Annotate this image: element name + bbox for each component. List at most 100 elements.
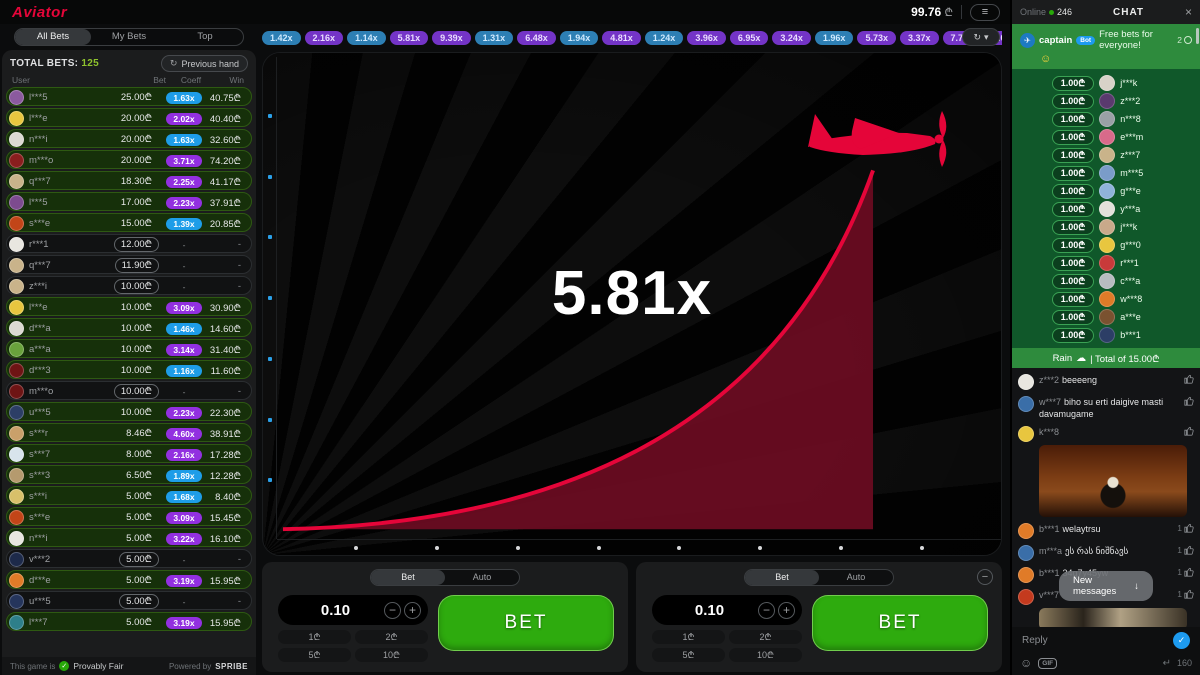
menu-button[interactable]: ≡ — [970, 3, 1000, 21]
row-bet: 10.00₾ — [120, 364, 152, 376]
amount-input[interactable]: 0.10 — [694, 601, 725, 619]
message-text: welaytrsu — [1062, 524, 1101, 535]
like-button[interactable] — [1182, 374, 1194, 384]
previous-hand-button[interactable]: ↻ Previous hand — [160, 55, 248, 72]
history-chip[interactable]: 3.96x — [687, 31, 726, 45]
history-chip[interactable]: 3.37x — [899, 31, 939, 45]
history-chip[interactable]: 6.48x — [517, 31, 556, 45]
row-win: 40.75₾ — [209, 92, 241, 104]
claim-username: m***5 — [1120, 168, 1144, 178]
history-chip[interactable]: 1.42x — [262, 31, 301, 45]
send-check-icon[interactable]: ✓ — [1173, 631, 1190, 649]
like-button[interactable]: 1 — [1177, 567, 1194, 577]
row-bet: 10.00₾ — [113, 383, 159, 399]
quick-amount-button[interactable]: 5₾ — [278, 648, 351, 662]
like-count: 1 — [1177, 523, 1182, 534]
like-count: 1 — [1177, 589, 1182, 600]
row-username: m***o — [29, 385, 54, 397]
like-button[interactable]: 1 — [1177, 589, 1194, 599]
increase-amount-button[interactable]: + — [778, 601, 795, 619]
row-coeff-badge: 1.68x — [166, 491, 202, 503]
row-coeff-badge: 3.09x — [166, 302, 202, 314]
claim-amount: 1.00₾ — [1051, 273, 1095, 289]
spribe-logo[interactable]: SPRIBE — [215, 661, 248, 671]
decrease-amount-button[interactable]: − — [384, 601, 401, 619]
message-image[interactable] — [1039, 445, 1187, 518]
bets-tabs: All Bets My Bets Top — [14, 28, 244, 46]
claim-amount: 1.00₾ — [1051, 165, 1095, 181]
bet-button[interactable]: BET — [438, 595, 614, 651]
table-row: u***5 10.00₾ 2.23x 22.30₾ — [6, 402, 252, 421]
quick-amount-button[interactable]: 2₾ — [355, 630, 428, 644]
message-list: z***2 beeeeng — [1018, 374, 1194, 627]
message-username: b***1 — [1039, 524, 1060, 535]
history-chip[interactable]: 9.39x — [432, 31, 471, 45]
like-button[interactable] — [1182, 396, 1194, 406]
row-coeff-badge: 3.09x — [166, 512, 202, 524]
rain-bar[interactable]: Rain ☁ | Total of 15.00₾ — [1012, 348, 1200, 368]
avatar — [9, 131, 24, 147]
y-axis — [263, 57, 277, 539]
bets-tab[interactable]: All Bets — [15, 29, 91, 45]
bet-mode-tab[interactable]: Bet — [371, 570, 445, 585]
thumbs-up-icon — [1184, 590, 1194, 599]
like-button[interactable]: 1 — [1177, 523, 1194, 533]
history-chip[interactable]: 1.24x — [644, 31, 684, 45]
increase-amount-button[interactable]: + — [404, 601, 421, 619]
avatar — [1099, 147, 1116, 163]
history-chip[interactable]: 1.31x — [474, 31, 514, 45]
bets-tab[interactable]: My Bets — [111, 31, 147, 42]
like-button[interactable]: 1 — [1177, 545, 1194, 555]
bet-button[interactable]: BET — [812, 595, 988, 651]
row-bet: 10.00₾ — [113, 278, 159, 294]
claim-amount: 1.00₾ — [1051, 111, 1095, 127]
avatar — [1018, 374, 1034, 390]
decrease-amount-button[interactable]: − — [758, 601, 775, 619]
close-chat-button[interactable]: × — [1184, 5, 1192, 19]
quick-amount-button[interactable]: 1₾ — [652, 630, 725, 644]
bet-mode-tab[interactable]: Bet — [745, 570, 819, 585]
quick-amount-button[interactable]: 10₾ — [355, 648, 428, 662]
history-chip[interactable]: 4.81x — [602, 31, 641, 45]
history-chip[interactable]: 1.14x — [347, 31, 386, 45]
history-chip[interactable]: 1.96x — [814, 31, 854, 45]
provably-fair-link[interactable]: Provably Fair — [73, 661, 124, 671]
history-chip[interactable]: 5.81x — [389, 31, 429, 45]
history-chip[interactable]: 6.95x — [729, 31, 769, 45]
row-bet: 18.30₾ — [120, 175, 152, 187]
avatar — [9, 446, 24, 462]
emoji-button[interactable]: ☺ — [1020, 656, 1033, 670]
history-chip[interactable]: 2.16x — [304, 31, 344, 45]
history-chip[interactable]: 3.24x — [772, 31, 811, 45]
reply-input[interactable]: Reply — [1022, 634, 1048, 646]
claim-username: a***e — [1120, 312, 1141, 322]
like-button[interactable] — [1182, 426, 1194, 436]
bets-tab[interactable]: Top — [197, 31, 213, 42]
avatar — [1099, 111, 1116, 127]
row-username: m***o — [29, 154, 54, 166]
bet-mode-tab[interactable]: Auto — [472, 572, 492, 582]
chat-scrollbar[interactable] — [1196, 28, 1199, 44]
bet-mode-tab[interactable]: Auto — [846, 572, 866, 582]
bet-panel-1: Bet Auto 0.10 − + — [262, 562, 628, 672]
avatar — [9, 551, 24, 567]
remove-panel-button[interactable]: − — [977, 569, 993, 585]
avatar — [9, 320, 24, 336]
new-messages-button[interactable]: New messages ↓ — [1059, 571, 1153, 601]
history-chip[interactable]: 5.73x — [857, 31, 896, 45]
table-row: m***o 10.00₾ - - — [6, 381, 252, 400]
quick-amount-button[interactable]: 1₾ — [278, 630, 351, 644]
quick-amount-button[interactable]: 5₾ — [652, 648, 725, 662]
amount-input[interactable]: 0.10 — [320, 601, 351, 619]
gif-button[interactable]: GIF — [1038, 657, 1058, 669]
quick-amount-button[interactable]: 2₾ — [729, 630, 802, 644]
message-image[interactable] — [1039, 608, 1187, 627]
row-win: 15.95₾ — [209, 617, 241, 629]
claim-username: b***1 — [1120, 330, 1141, 340]
history-dropdown-button[interactable]: ↻ ▾ — [962, 28, 1000, 46]
row-username: v***2 — [29, 553, 51, 565]
history-chip[interactable]: 1.94x — [559, 31, 599, 45]
quick-amount-button[interactable]: 10₾ — [729, 648, 802, 662]
claim-username: g***e — [1120, 186, 1141, 196]
table-row: n***i 5.00₾ 3.22x 16.10₾ — [6, 528, 252, 547]
